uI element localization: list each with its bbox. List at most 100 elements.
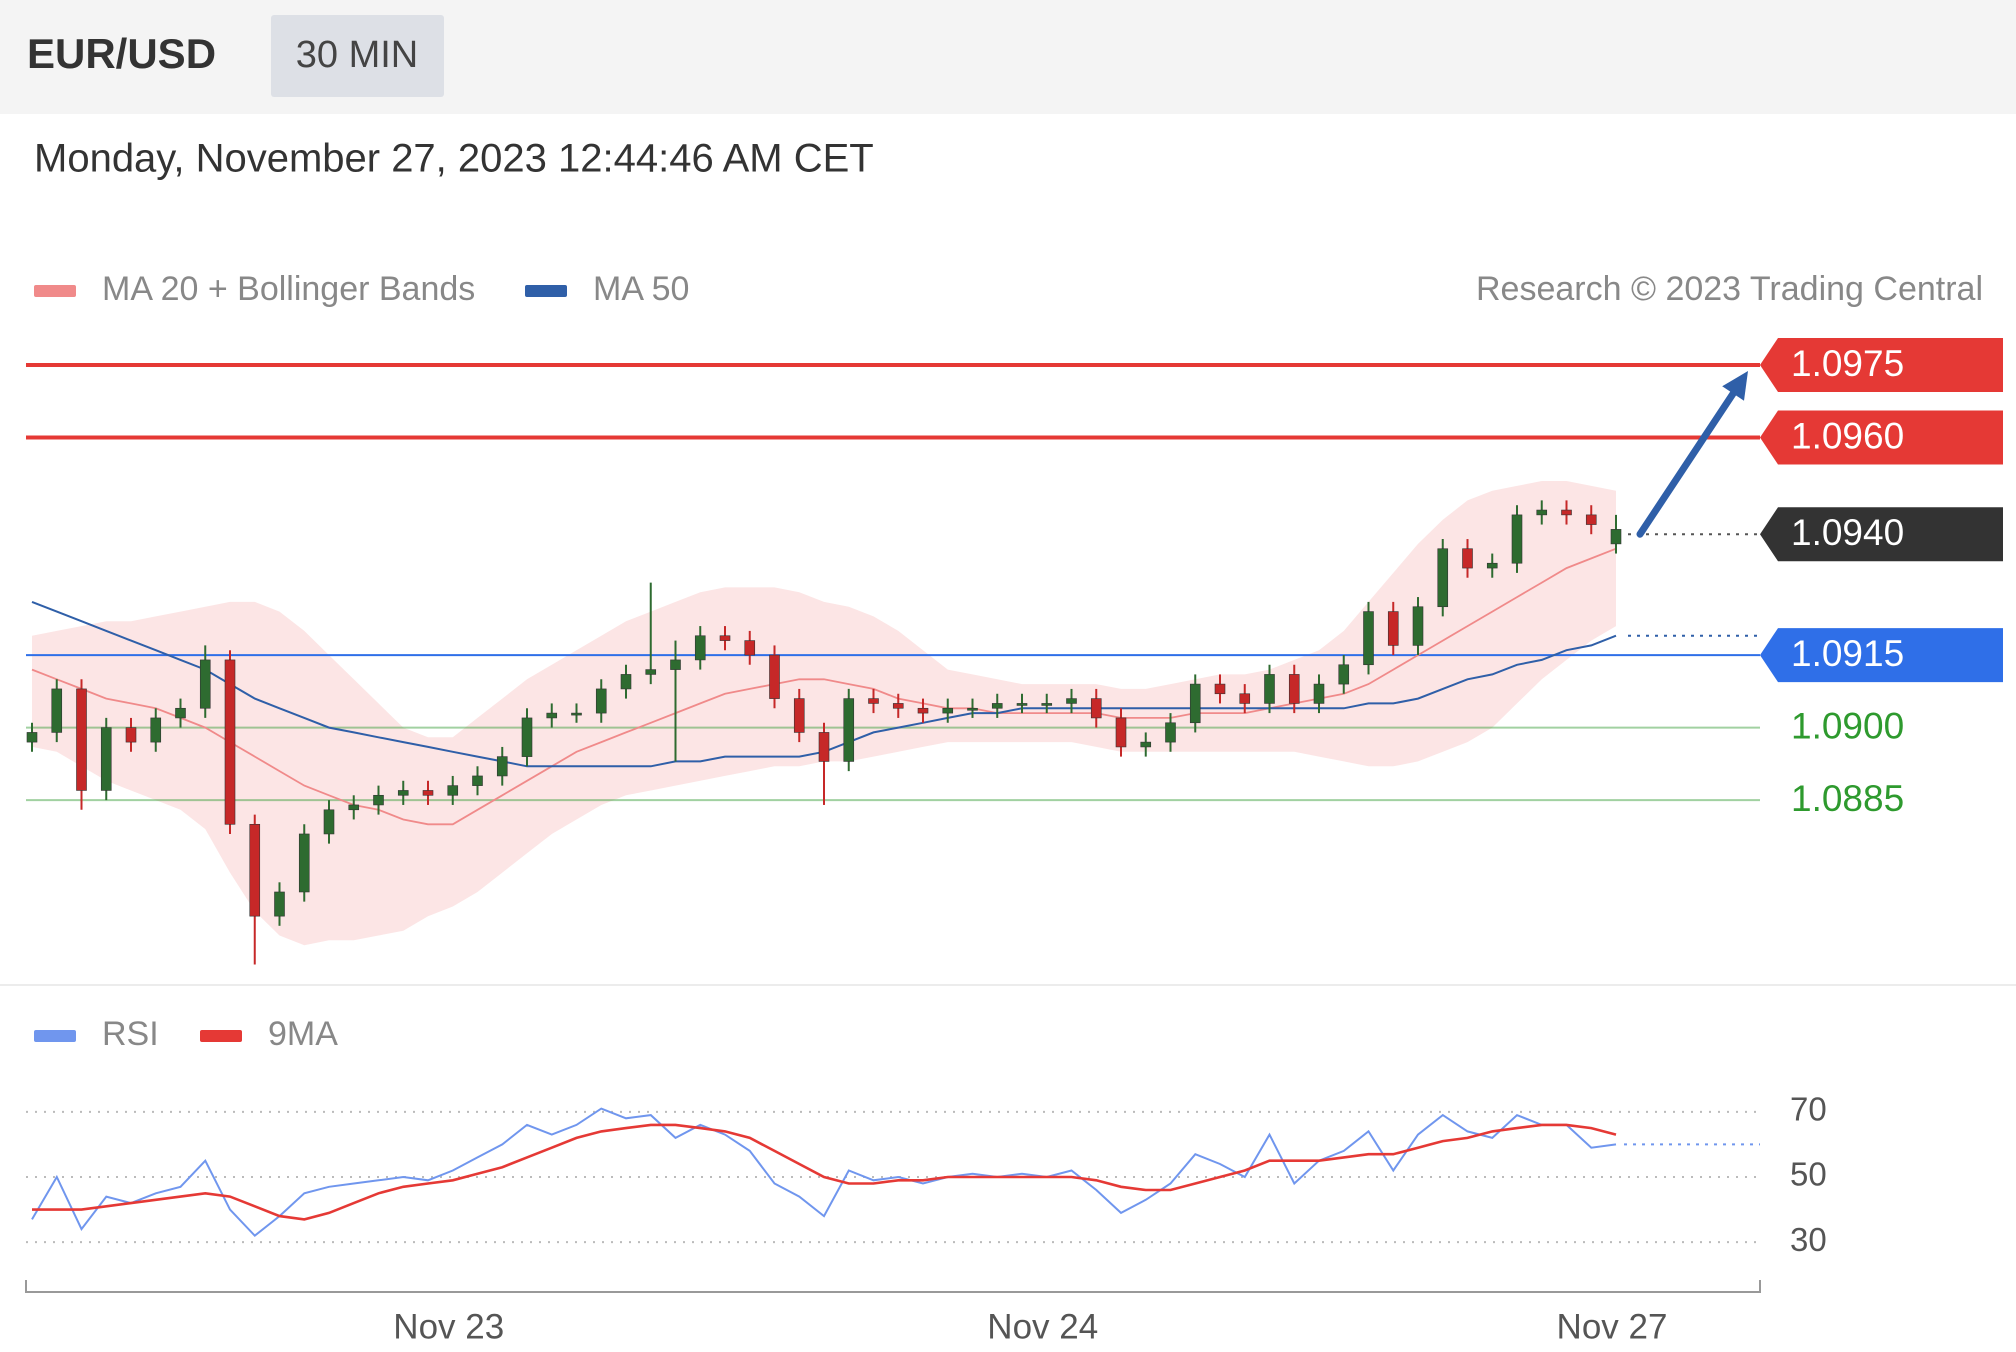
candle-body (1066, 698, 1077, 704)
candle-body (1313, 683, 1325, 704)
candle-body (769, 654, 780, 699)
candle-body (1041, 703, 1053, 706)
candle-body (818, 732, 830, 762)
candle-body (1387, 611, 1399, 646)
candle-body (1585, 514, 1597, 525)
candle-body (1412, 606, 1424, 646)
candle-body (744, 640, 756, 656)
candle-body (298, 833, 310, 893)
candle-body (26, 732, 38, 743)
level-label: 1.0940 (1791, 512, 1904, 553)
candle-body (571, 712, 582, 716)
candle-body (1239, 693, 1251, 704)
x-tick-label: Nov 23 (393, 1307, 504, 1346)
candle-body (670, 659, 681, 670)
candle-body (1264, 674, 1275, 704)
candle-body (1288, 674, 1300, 704)
level-label-box (1760, 410, 2003, 465)
x-tick-label: Nov 27 (1557, 1307, 1668, 1346)
candle-body (892, 703, 904, 709)
candle-body (422, 790, 434, 796)
candle-body (546, 712, 558, 719)
candle-body (967, 707, 978, 711)
series-line (32, 1123, 1617, 1221)
x-tick-label: Nov 24 (987, 1307, 1098, 1346)
moving-average (31, 547, 1617, 826)
candle-body (917, 707, 929, 714)
legend-label: MA 20 + Bollinger Bands (102, 270, 475, 308)
candle-body (348, 804, 360, 811)
candle-body (1090, 698, 1102, 719)
y-tick-label: 50 (1790, 1156, 1827, 1193)
candle-body (868, 698, 879, 704)
attribution: Research © 2023 Trading Central (1476, 270, 1983, 308)
interval-label[interactable]: 30 MIN (296, 34, 418, 76)
candle-body (694, 635, 706, 661)
candle-body (373, 794, 384, 806)
level-label: 1.0915 (1791, 633, 1904, 674)
legend-label: 9MA (268, 1015, 338, 1053)
candle-body (199, 659, 211, 709)
y-tick-label: 70 (1790, 1091, 1827, 1128)
candle-body (150, 717, 162, 743)
level-label: 1.0885 (1791, 778, 1904, 819)
candle-body (1536, 509, 1548, 516)
candle-body (125, 727, 137, 743)
candle-body (1214, 683, 1226, 695)
legend-swatch (200, 1030, 242, 1042)
candle-body (719, 635, 731, 641)
timestamp: Monday, November 27, 2023 12:44:46 AM CE… (34, 137, 874, 181)
legend-swatch (525, 285, 567, 297)
candle-body (843, 698, 855, 762)
candle-body (793, 698, 805, 733)
candle-body (447, 785, 459, 796)
candle-body (620, 674, 632, 690)
legend-swatch (34, 1030, 76, 1042)
candle-body (1462, 548, 1473, 569)
candle-body (1140, 741, 1152, 748)
candle-body (521, 717, 533, 757)
candle-body (1511, 514, 1523, 564)
candle-body (595, 688, 607, 714)
candle-body (76, 688, 87, 791)
candle-body (942, 707, 954, 714)
candle-body (397, 790, 409, 796)
candle-body (175, 707, 186, 719)
candle-body (100, 727, 112, 791)
candle-body (249, 823, 261, 917)
candle-body (1115, 717, 1127, 748)
candle-body (224, 659, 236, 825)
legend-label: MA 50 (593, 270, 689, 308)
series-line (31, 1107, 1617, 1238)
candle-body (274, 891, 285, 917)
level-label: 1.0900 (1791, 705, 1904, 746)
candle-body (1561, 509, 1572, 516)
level-label-box (1760, 628, 2003, 683)
y-tick-label: 30 (1790, 1221, 1827, 1258)
candle-body (1338, 664, 1350, 685)
candle-body (496, 756, 508, 777)
candle-body (645, 669, 657, 675)
interval-button[interactable] (271, 15, 444, 97)
candle-body (323, 809, 335, 835)
candle-body (1437, 548, 1449, 608)
candle-body (51, 688, 63, 733)
legend-label: RSI (102, 1015, 159, 1053)
bollinger-band (32, 481, 1616, 946)
candle-body (1189, 683, 1201, 724)
candle-body (472, 775, 483, 786)
candle-body (1016, 703, 1028, 706)
legend-swatch (34, 285, 76, 297)
x-axis (25, 1280, 1761, 1293)
level-label-box (1760, 507, 2003, 562)
target-arrow-shaft (1636, 387, 1739, 538)
candle-body (1486, 562, 1498, 569)
candle-body (1165, 722, 1176, 743)
candle-body (991, 703, 1003, 709)
candle-body (1363, 611, 1374, 666)
level-label: 1.0960 (1791, 415, 1904, 456)
symbol: EUR/USD (27, 30, 216, 77)
candle-body (1610, 529, 1622, 545)
